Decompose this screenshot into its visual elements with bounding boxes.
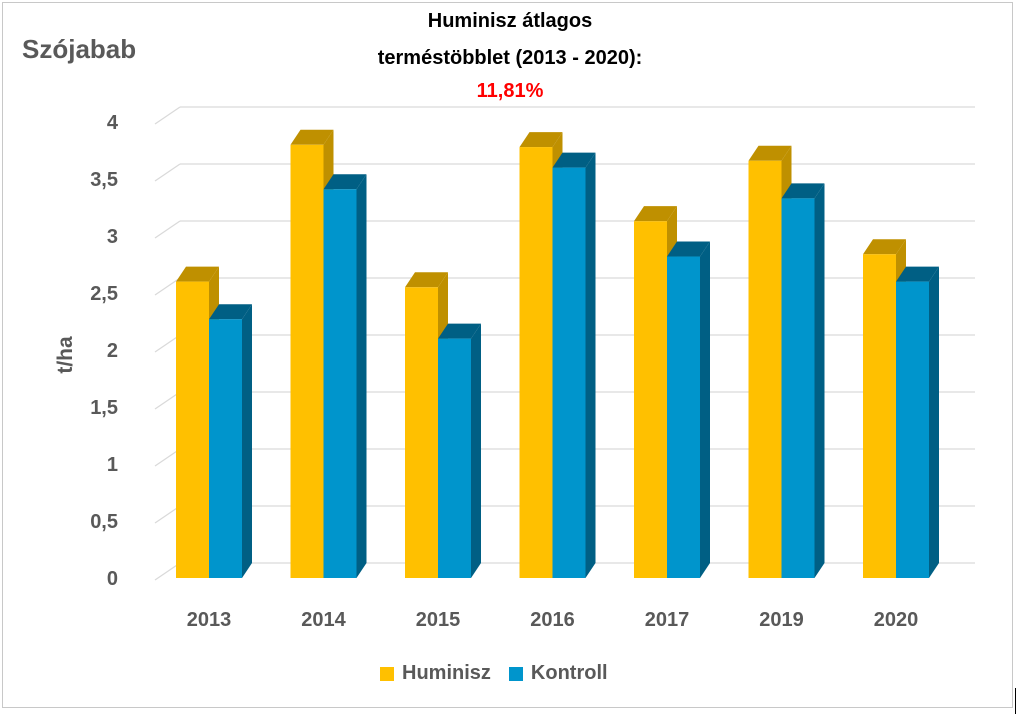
gridline-diagonal bbox=[154, 448, 181, 467]
gridline-diagonal bbox=[154, 277, 181, 296]
bar-huminisz bbox=[176, 281, 209, 578]
y-tick-label: 0 bbox=[107, 568, 118, 590]
y-tick-label: 1 bbox=[107, 454, 118, 476]
headline-percent: 11,81% bbox=[476, 80, 544, 102]
legend: Huminisz Kontroll bbox=[380, 662, 626, 685]
y-tick-label: 0,5 bbox=[90, 511, 118, 533]
legend-swatch-huminisz bbox=[380, 666, 394, 681]
y-tick-label: 2 bbox=[107, 340, 118, 362]
legend-item-kontroll: Kontroll bbox=[508, 662, 608, 685]
headline-line-1: Huminisz átlagos bbox=[427, 10, 593, 32]
bar-top-kontroll bbox=[323, 174, 367, 190]
bar-side-kontroll bbox=[814, 183, 825, 578]
bar-top-kontroll bbox=[896, 266, 939, 282]
legend-label-huminisz: Huminisz bbox=[402, 662, 491, 684]
x-tick-label: 2015 bbox=[416, 609, 461, 631]
y-tick-label: 4 bbox=[107, 112, 119, 134]
headline-line-2: terméstöbblet (2013 - 2020): bbox=[377, 47, 643, 69]
bar-huminisz bbox=[863, 254, 896, 579]
bar-side-kontroll bbox=[700, 241, 710, 578]
bar-huminisz bbox=[748, 160, 782, 578]
bar-side-kontroll bbox=[929, 266, 939, 578]
bar-top-huminisz bbox=[748, 145, 792, 161]
bar-side-kontroll bbox=[471, 323, 481, 578]
bar-top-huminisz bbox=[519, 132, 563, 148]
gridline-diagonal bbox=[154, 505, 181, 524]
x-tick-label: 2017 bbox=[645, 609, 690, 631]
bar-top-huminisz bbox=[634, 206, 677, 222]
bar-huminisz bbox=[290, 144, 324, 579]
y-tick-label: 1,5 bbox=[90, 397, 118, 419]
x-tick-label: 2013 bbox=[187, 609, 232, 631]
x-tick-label: 2019 bbox=[759, 609, 804, 631]
legend-item-huminisz: Huminisz bbox=[380, 662, 491, 685]
bar-top-kontroll bbox=[667, 241, 710, 257]
bar-kontroll bbox=[209, 319, 242, 578]
chart-corner-title: Szójabab bbox=[22, 34, 137, 64]
bar-top-huminisz bbox=[290, 129, 334, 145]
y-axis-label: t/ha bbox=[54, 336, 77, 374]
gridline-diagonal bbox=[154, 391, 181, 410]
bar-top-kontroll bbox=[438, 323, 481, 339]
bar-top-kontroll bbox=[552, 152, 596, 168]
bar-top-huminisz bbox=[405, 272, 448, 288]
legend-label-kontroll: Kontroll bbox=[530, 662, 608, 684]
gridline-diagonal bbox=[154, 562, 181, 581]
legend-swatch-kontroll bbox=[508, 666, 523, 681]
gridline-diagonal bbox=[154, 163, 181, 182]
gridline-diagonal bbox=[154, 220, 181, 239]
bar-huminisz bbox=[519, 147, 553, 578]
gridline-diagonal bbox=[154, 106, 181, 125]
bar-huminisz bbox=[405, 287, 438, 578]
bar-top-kontroll bbox=[781, 183, 825, 199]
bar-huminisz bbox=[634, 221, 667, 578]
bar-side-kontroll bbox=[356, 174, 367, 578]
bar-top-kontroll bbox=[209, 304, 252, 320]
bar-side-kontroll bbox=[585, 152, 596, 578]
x-tick-label: 2020 bbox=[874, 609, 919, 631]
bar-kontroll bbox=[896, 281, 929, 578]
bar-top-huminisz bbox=[176, 266, 219, 282]
bar-kontroll bbox=[667, 256, 700, 578]
x-tick-label: 2014 bbox=[301, 609, 346, 631]
bar-top-huminisz bbox=[863, 239, 906, 255]
bar-kontroll bbox=[552, 167, 586, 578]
gridline-diagonal bbox=[154, 334, 181, 353]
bar-kontroll bbox=[781, 198, 815, 578]
y-tick-label: 3 bbox=[107, 226, 118, 248]
text-cursor bbox=[1015, 688, 1016, 714]
y-tick-label: 3,5 bbox=[90, 169, 118, 191]
bar-kontroll bbox=[438, 338, 471, 578]
bar-side-kontroll bbox=[242, 304, 252, 578]
bar-kontroll bbox=[323, 189, 357, 578]
y-tick-label: 2,5 bbox=[90, 283, 118, 305]
chart-frame bbox=[2, 2, 1013, 708]
x-tick-label: 2016 bbox=[530, 609, 575, 631]
